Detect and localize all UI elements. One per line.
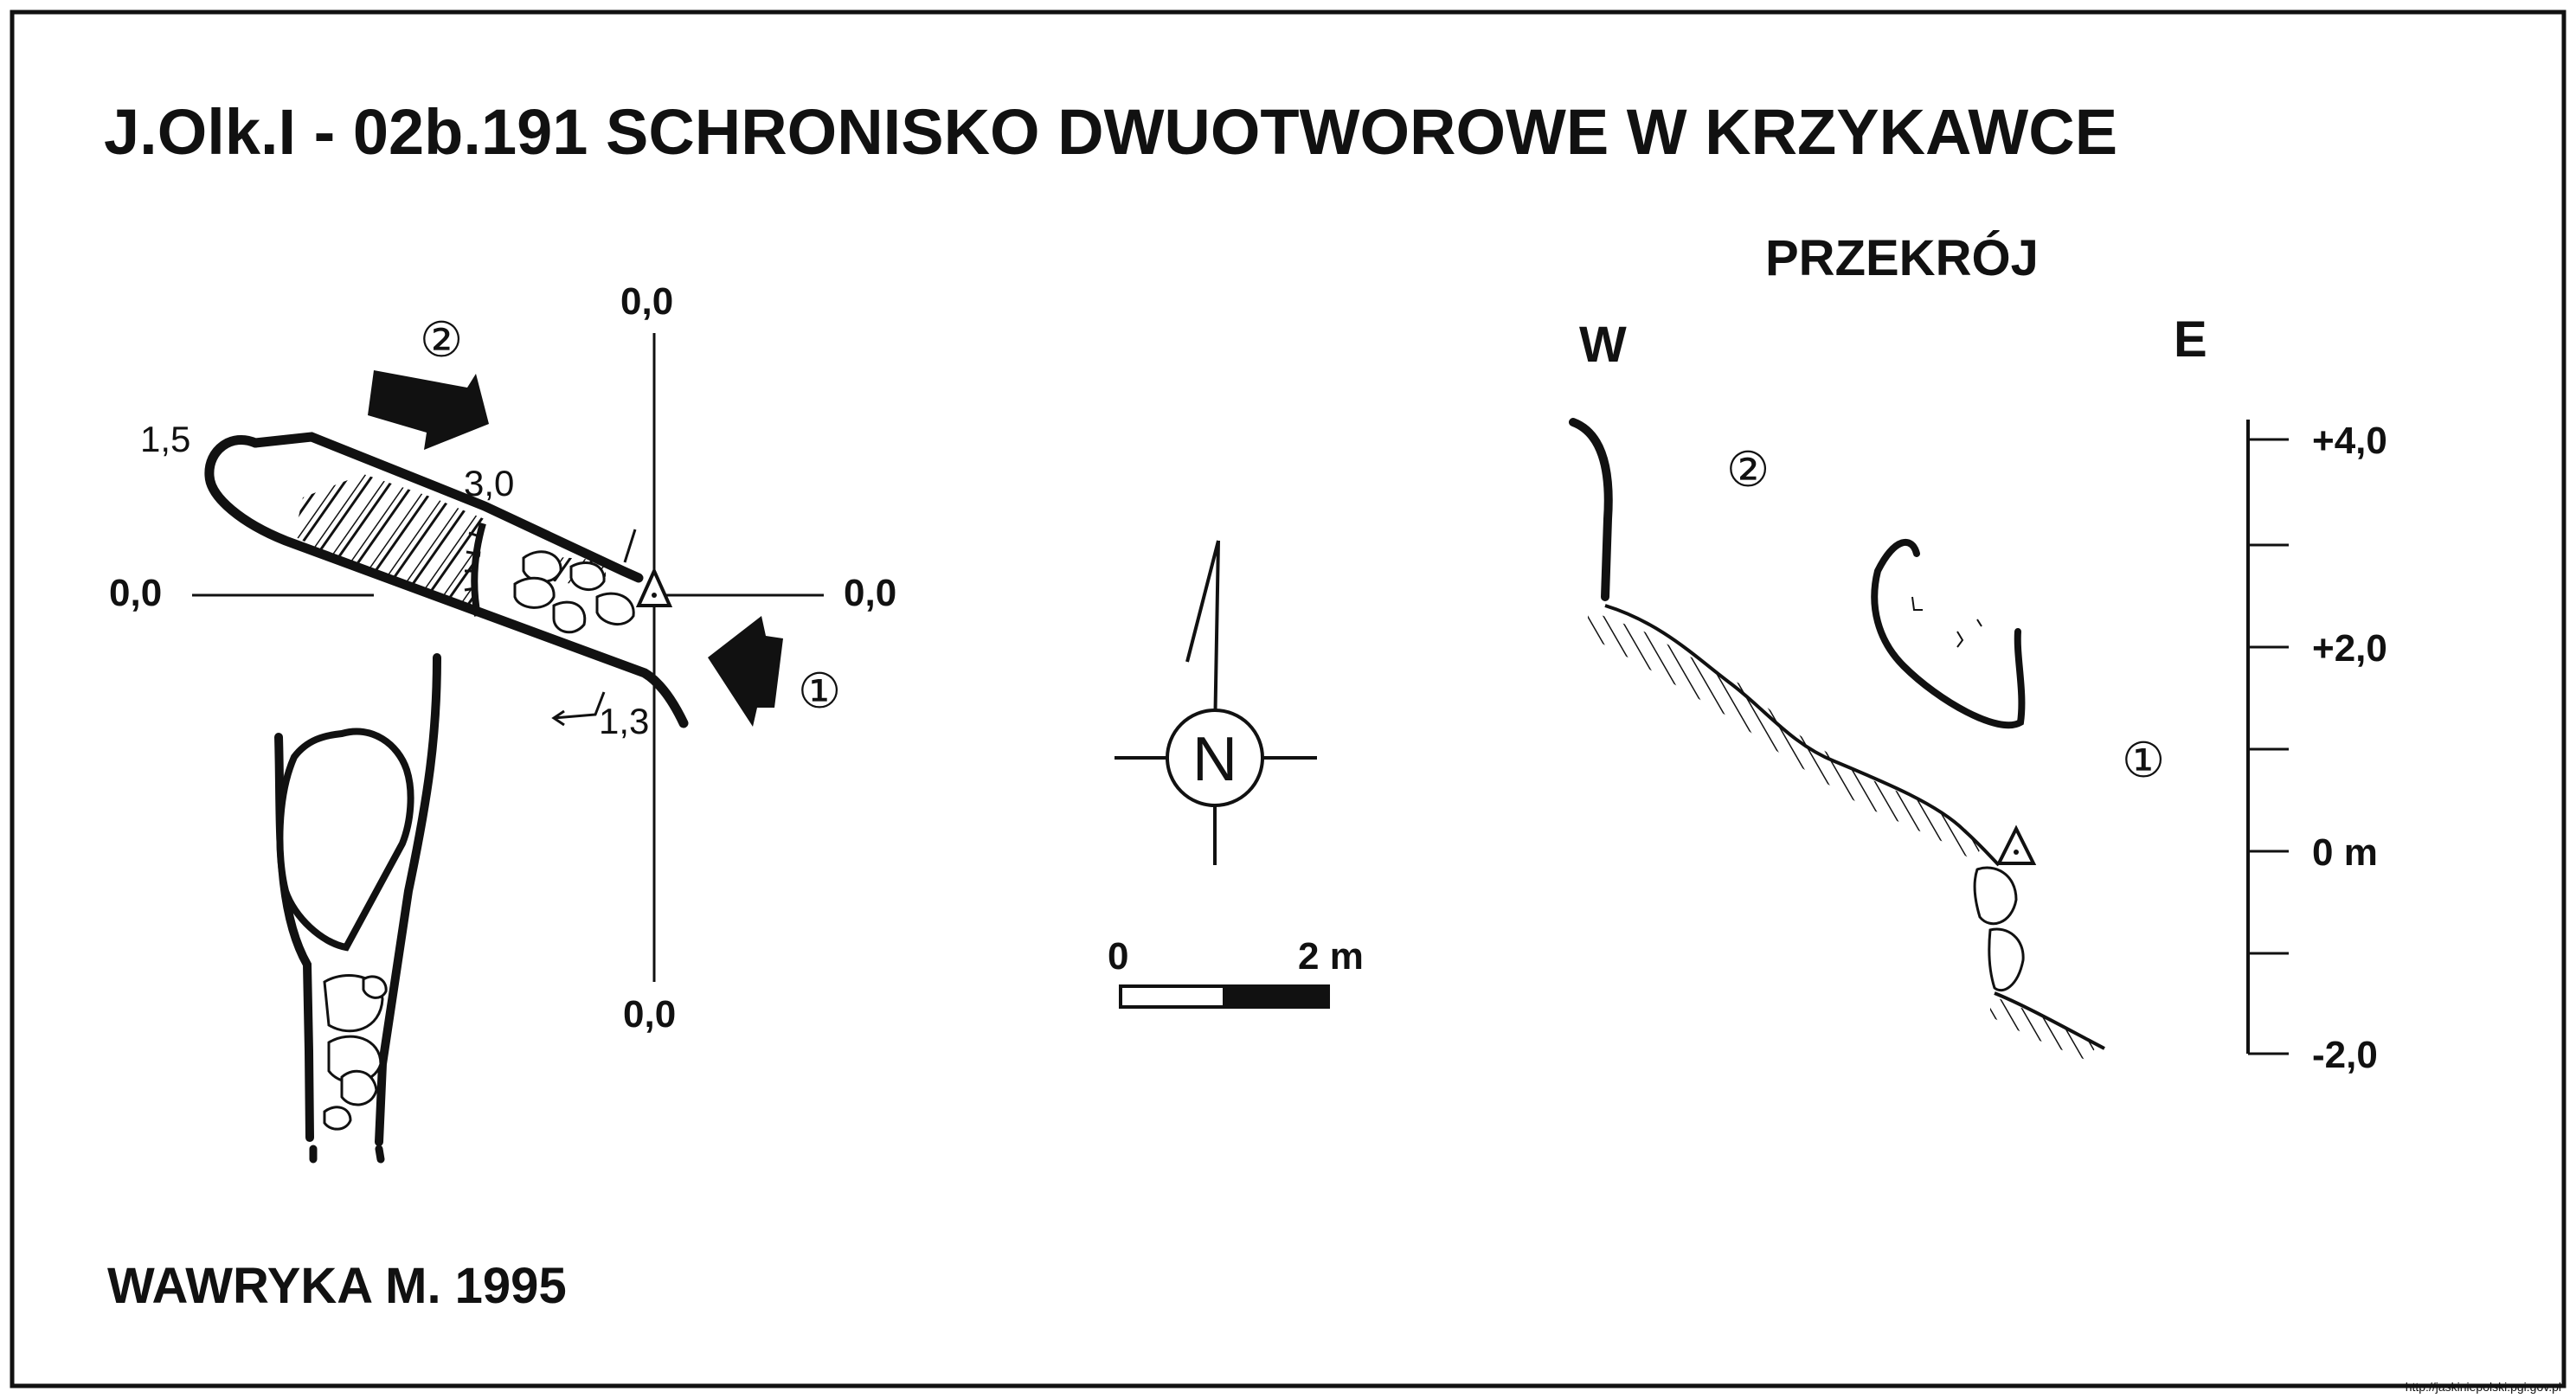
section-lower-slope-hatch: [1990, 995, 2098, 1060]
watermark-url: http://jaskiniepolski.pgi.gov.pl: [2406, 1380, 2561, 1394]
depth-label-middle: 3,0: [464, 463, 514, 503]
datum-label-top: 0,0: [620, 280, 673, 323]
north-arrow-pointer: [1185, 540, 1220, 736]
section-rock-marks: [1911, 596, 1982, 648]
elevation-label-plus2: +2,0: [2312, 627, 2387, 670]
plan-view: 0,0 0,0 0,0 0,0: [109, 280, 896, 1164]
section-roof-block: [1871, 538, 2026, 729]
depth-pointer: [551, 691, 606, 727]
elevation-label-minus2: -2,0: [2312, 1034, 2378, 1076]
entrance-arrow-upper: [368, 370, 489, 450]
section-slope-hatch: [1588, 610, 1982, 861]
north-arrow: N: [1115, 540, 1317, 865]
survey-station-plan: [635, 567, 673, 607]
scale-bar-white-segment: [1119, 984, 1226, 1009]
section-slope-line: [1604, 604, 2001, 867]
scale-bar-start-label: 0: [1108, 935, 1128, 978]
ledge-line: [471, 522, 486, 617]
entrance-marker-upper: ②: [420, 312, 463, 367]
depth-label-west: 1,5: [140, 419, 190, 459]
north-arrow-circle: [1166, 709, 1264, 807]
scale-bar-end-label: 2 m: [1298, 935, 1364, 978]
crevice-right-wall: [375, 653, 441, 1146]
scale-bar: 0 2 m: [1108, 935, 1364, 1009]
scale-bar-black-segment: [1223, 984, 1330, 1009]
datum-label-right: 0,0: [844, 572, 896, 614]
passage-outline-upper: [250, 432, 644, 583]
passage-outline: [204, 434, 689, 728]
boulders-plan: [513, 550, 635, 634]
section-entrance-marker-lower: ①: [2122, 733, 2165, 787]
section-cliff: [1569, 418, 1613, 601]
entrance-arrow-lower: [708, 616, 783, 727]
section-west-label: W: [1579, 317, 1627, 373]
datum-label-bottom: 0,0: [623, 993, 676, 1036]
author-credit: WAWRYKA M. 1995: [107, 1258, 567, 1314]
section-entrance-marker-upper: ②: [1726, 442, 1770, 497]
elevation-scale-ticks: [2248, 438, 2289, 1055]
elevation-label-zero: 0 m: [2312, 831, 2378, 874]
section-boulders: [1973, 866, 2025, 992]
survey-station-section: [1995, 824, 2037, 865]
depth-label-entrance: 1,3: [599, 701, 649, 741]
cross-section: PRZEKRÓJ W E ② ①: [1569, 230, 2387, 1076]
section-lower-slope-line: [1994, 991, 2105, 1050]
crevice-lower-edges: [309, 1145, 385, 1164]
sediment-fill: [294, 474, 485, 606]
section-title: PRZEKRÓJ: [1765, 230, 2039, 286]
datum-label-left: 0,0: [109, 572, 162, 614]
sheet-title: J.Olk.I - 02b.191 SCHRONISKO DWUOTWOROWE…: [104, 96, 2117, 168]
elevation-label-plus4: +4,0: [2312, 420, 2387, 462]
pointer-line: [623, 529, 637, 563]
section-east-label: E: [2174, 311, 2207, 368]
crevice-boulders-small: [323, 974, 388, 1131]
north-label: N: [1192, 725, 1237, 794]
ledge-ticks: [464, 531, 480, 610]
sheet-frame: [10, 10, 2566, 1388]
crevice-boulder-large: [276, 728, 414, 952]
entrance-marker-lower: ①: [798, 664, 841, 718]
